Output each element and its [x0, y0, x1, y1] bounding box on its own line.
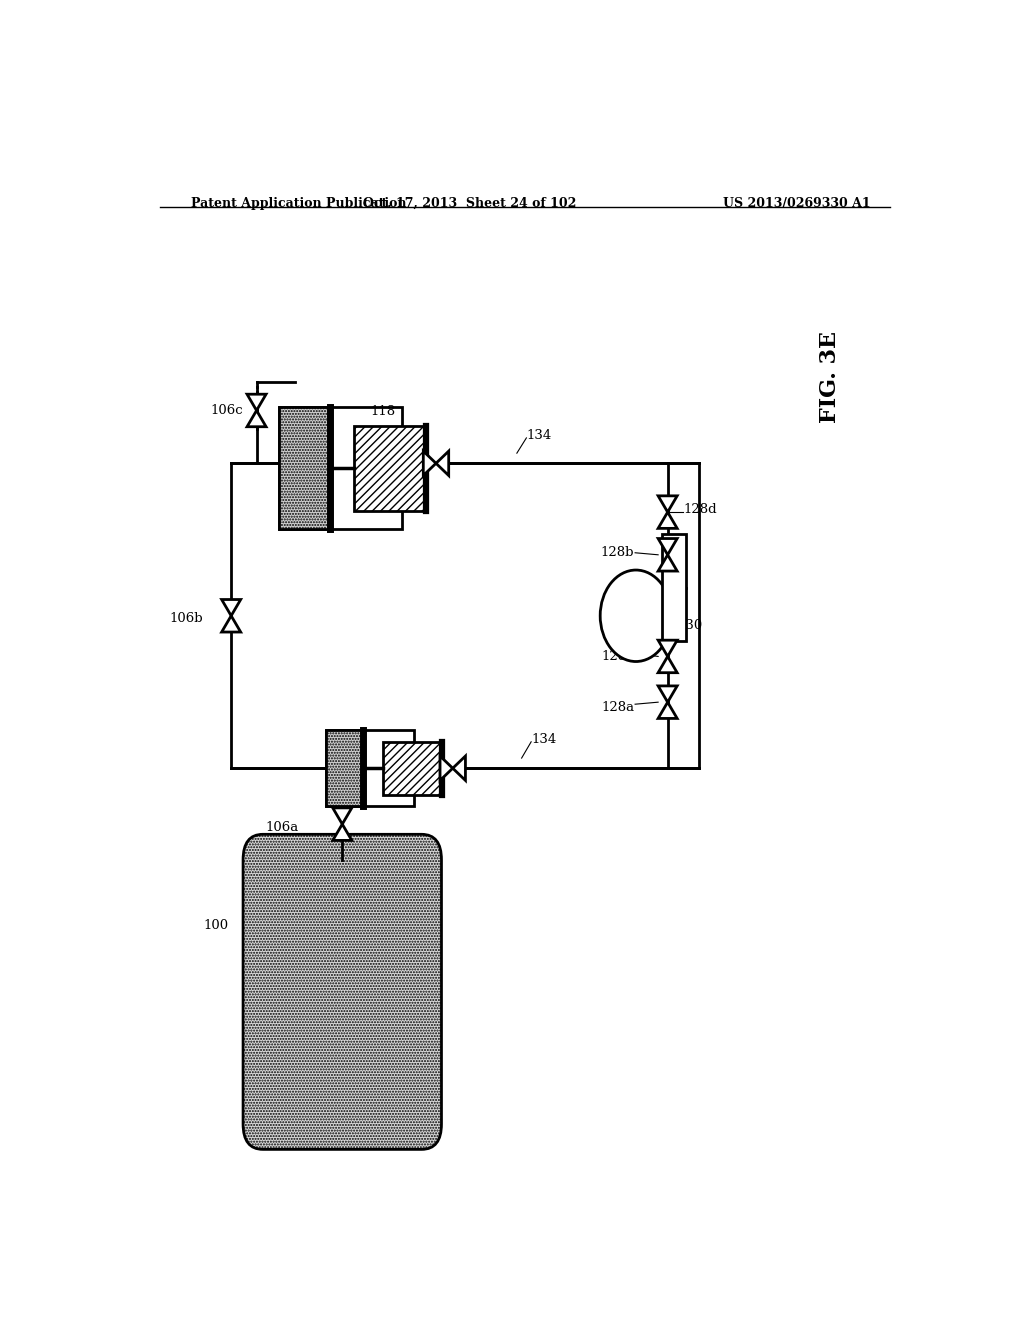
Polygon shape — [453, 756, 466, 780]
Polygon shape — [247, 395, 266, 411]
Text: 128b: 128b — [601, 546, 634, 560]
Text: 118: 118 — [370, 405, 395, 417]
Polygon shape — [658, 656, 677, 673]
Bar — [327, 730, 364, 807]
Polygon shape — [423, 451, 436, 475]
Polygon shape — [658, 686, 677, 702]
Polygon shape — [658, 496, 677, 512]
Text: 130: 130 — [677, 619, 702, 632]
Text: 128d: 128d — [684, 503, 717, 516]
Text: 128c: 128c — [602, 649, 634, 663]
Polygon shape — [333, 808, 352, 824]
Text: 134: 134 — [526, 429, 552, 442]
FancyBboxPatch shape — [243, 834, 441, 1150]
Text: 106a: 106a — [265, 821, 299, 834]
Circle shape — [600, 570, 672, 661]
Polygon shape — [658, 512, 677, 528]
Polygon shape — [440, 756, 453, 780]
Text: 116: 116 — [413, 776, 438, 788]
Text: 102: 102 — [331, 1102, 355, 1115]
Polygon shape — [221, 599, 241, 615]
Text: FIG. 3E: FIG. 3E — [819, 331, 842, 422]
Polygon shape — [658, 539, 677, 554]
Polygon shape — [436, 451, 449, 475]
Bar — [354, 426, 426, 511]
Polygon shape — [247, 411, 266, 426]
Text: US 2013/0269330 A1: US 2013/0269330 A1 — [723, 197, 870, 210]
Bar — [279, 408, 331, 529]
Text: Oct. 17, 2013  Sheet 24 of 102: Oct. 17, 2013 Sheet 24 of 102 — [362, 197, 575, 210]
Polygon shape — [658, 640, 677, 656]
Text: 100: 100 — [204, 919, 228, 932]
Text: Patent Application Publication: Patent Application Publication — [191, 197, 407, 210]
Text: 128a: 128a — [601, 701, 634, 714]
Text: 134: 134 — [531, 734, 556, 746]
Polygon shape — [221, 615, 241, 632]
Polygon shape — [658, 554, 677, 572]
Polygon shape — [658, 702, 677, 718]
Polygon shape — [333, 824, 352, 841]
Bar — [383, 742, 442, 795]
Text: 106c: 106c — [211, 404, 243, 417]
Bar — [663, 535, 686, 642]
Bar — [279, 408, 401, 529]
Text: 106b: 106b — [170, 612, 204, 626]
Bar — [327, 730, 414, 807]
